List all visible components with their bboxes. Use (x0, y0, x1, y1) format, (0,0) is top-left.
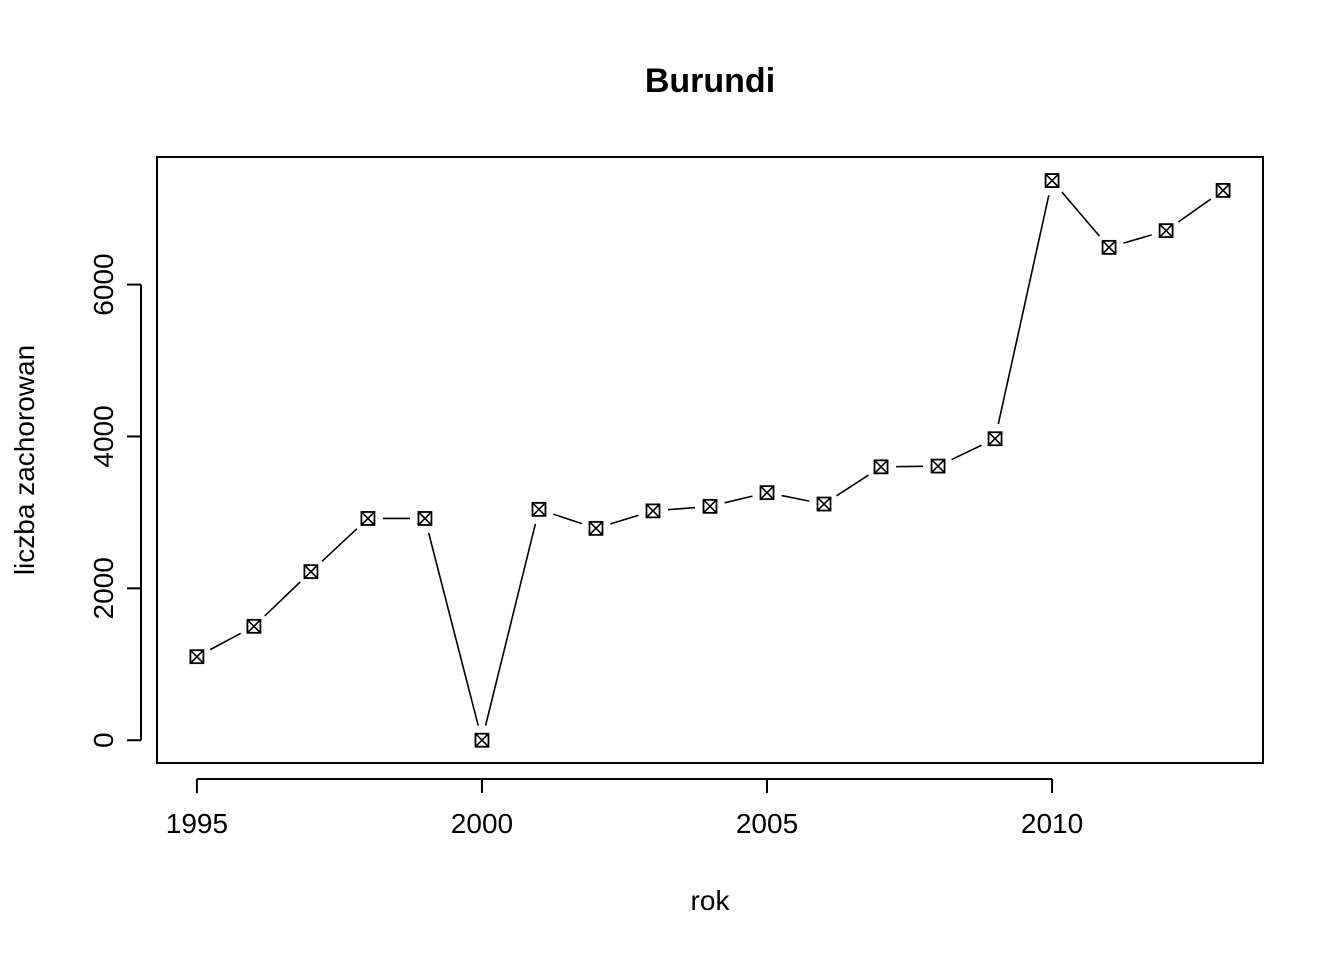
data-point (1044, 173, 1060, 188)
series-line-segment (997, 195, 1050, 425)
x-tick-label: 2005 (736, 808, 798, 839)
series-line-segment (724, 495, 753, 504)
series-line-segment (321, 528, 358, 562)
data-point (246, 618, 262, 634)
data-point (189, 649, 205, 665)
plot-frame (156, 156, 1264, 764)
series-line-segment (836, 474, 869, 497)
data-point (816, 496, 832, 512)
y-tick-label: 2000 (88, 557, 119, 619)
y-axis: 0 2000 4000 6000 (88, 253, 142, 748)
series-line-segment (552, 513, 583, 525)
x-tick-label: 2000 (451, 808, 513, 839)
data-point (474, 732, 490, 748)
series-line-segment (951, 444, 982, 461)
data-point (360, 511, 376, 526)
chart-title: Burundi (645, 62, 775, 100)
data-point (1215, 183, 1231, 198)
series-line-segment (427, 532, 479, 726)
series-line-segment (667, 506, 696, 511)
series-layer (189, 173, 1231, 748)
x-axis: 1995 2000 2005 2010 (166, 778, 1083, 839)
data-point (1101, 239, 1117, 255)
x-axis-label: rok (691, 885, 731, 916)
y-tick-label: 0 (88, 732, 119, 748)
x-tick-label: 1995 (166, 808, 228, 839)
data-point (1158, 223, 1174, 239)
series-line-segment (209, 632, 242, 651)
series-line-segment (610, 514, 639, 525)
y-tick-label: 6000 (88, 253, 119, 315)
y-axis-label: liczba zachorowan (9, 345, 40, 575)
x-tick-label: 2010 (1021, 808, 1083, 839)
data-point (987, 431, 1003, 447)
series-line-segment (1123, 234, 1152, 244)
series-line-segment (264, 581, 301, 617)
data-point (702, 498, 718, 514)
data-point (588, 520, 604, 536)
series-line-segment (1177, 198, 1212, 223)
data-point (759, 485, 775, 501)
series-line-segment (484, 523, 537, 726)
y-tick-label: 4000 (88, 405, 119, 467)
data-point (303, 564, 319, 580)
data-point (417, 511, 433, 526)
series-line-segment (781, 494, 810, 502)
data-point (930, 458, 946, 474)
data-point (645, 503, 661, 519)
data-point (531, 501, 547, 517)
series-line-segment (1061, 191, 1100, 237)
data-point (873, 459, 889, 475)
